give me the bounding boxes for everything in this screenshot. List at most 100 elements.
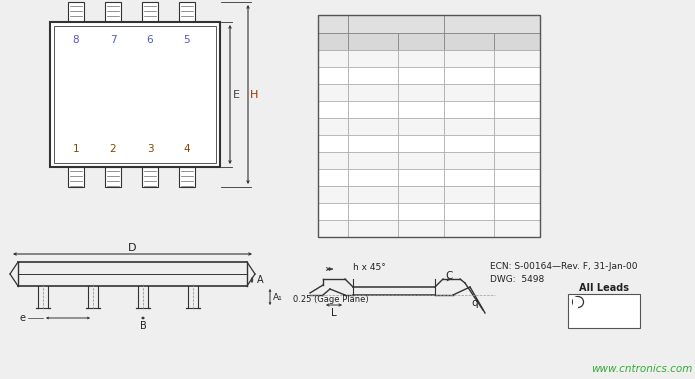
Text: 8°: 8° <box>511 224 523 233</box>
Text: 0.0075: 0.0075 <box>451 105 487 114</box>
Text: INCHES: INCHES <box>471 19 514 29</box>
Bar <box>318 186 348 203</box>
Bar <box>398 220 444 237</box>
Text: 2: 2 <box>110 144 116 154</box>
Bar <box>398 33 444 50</box>
Bar <box>494 67 540 84</box>
Bar <box>398 101 444 118</box>
Bar <box>573 296 578 307</box>
Bar <box>494 220 540 237</box>
Bar <box>494 186 540 203</box>
Text: L: L <box>331 308 337 318</box>
Bar <box>50 22 220 167</box>
Text: 0.20: 0.20 <box>409 70 432 80</box>
Bar <box>494 101 540 118</box>
Text: Min: Min <box>458 36 480 47</box>
Bar <box>179 2 195 22</box>
Bar <box>105 167 121 187</box>
Text: A: A <box>329 53 336 64</box>
Text: q: q <box>329 224 336 233</box>
Bar <box>142 2 158 22</box>
Text: 1: 1 <box>73 144 79 154</box>
Bar <box>318 67 348 84</box>
Text: E: E <box>329 138 336 149</box>
Text: A₁: A₁ <box>327 70 338 80</box>
Text: 8°: 8° <box>415 224 427 233</box>
Bar <box>318 33 348 50</box>
Text: 5.80: 5.80 <box>361 172 384 183</box>
Text: h x 45°: h x 45° <box>353 263 386 271</box>
Text: 8: 8 <box>73 35 79 45</box>
Text: H: H <box>329 172 337 183</box>
Text: 0°: 0° <box>367 224 379 233</box>
Text: 1.27 BSC: 1.27 BSC <box>373 155 420 166</box>
Text: 0.014: 0.014 <box>455 88 484 97</box>
Text: h: h <box>329 190 336 199</box>
Bar <box>398 118 444 135</box>
Text: 0.101 mm: 0.101 mm <box>591 298 637 307</box>
Bar <box>444 169 494 186</box>
Bar <box>494 50 540 67</box>
Bar <box>318 135 348 152</box>
Bar <box>444 15 540 33</box>
Text: 0.244: 0.244 <box>502 172 532 183</box>
Bar <box>318 101 348 118</box>
Text: A: A <box>256 275 263 285</box>
Bar <box>494 135 540 152</box>
Text: 6.20: 6.20 <box>409 172 432 183</box>
Text: 0.150: 0.150 <box>455 138 484 149</box>
Text: L: L <box>330 207 336 216</box>
Bar <box>398 169 444 186</box>
Bar <box>398 203 444 220</box>
Bar <box>444 101 494 118</box>
Text: All Leads: All Leads <box>579 283 629 293</box>
Bar <box>398 186 444 203</box>
Bar <box>318 15 348 33</box>
Text: 0.008: 0.008 <box>502 70 532 80</box>
Bar <box>444 135 494 152</box>
Text: 0.51: 0.51 <box>409 88 432 97</box>
Bar <box>568 294 640 328</box>
Text: 0.004: 0.004 <box>455 70 484 80</box>
Bar <box>318 84 348 101</box>
Text: DWG:  5498: DWG: 5498 <box>490 275 544 284</box>
Bar <box>105 2 121 22</box>
Text: 0.25: 0.25 <box>361 190 384 199</box>
Text: 5: 5 <box>183 35 190 45</box>
Bar <box>398 84 444 101</box>
Text: 0.010: 0.010 <box>455 190 484 199</box>
Text: 4.80: 4.80 <box>361 122 384 132</box>
Text: q: q <box>472 298 478 308</box>
Bar <box>444 152 494 169</box>
Bar <box>348 67 398 84</box>
Bar <box>348 135 398 152</box>
Text: 0.50: 0.50 <box>361 207 384 216</box>
Bar <box>494 169 540 186</box>
Text: 0.93: 0.93 <box>409 207 432 216</box>
Bar <box>348 203 398 220</box>
Text: H: H <box>250 89 258 100</box>
Bar <box>398 67 444 84</box>
Text: 3.80: 3.80 <box>361 138 384 149</box>
Text: e: e <box>330 155 336 166</box>
Text: D: D <box>329 122 337 132</box>
Text: 0.50: 0.50 <box>409 190 432 199</box>
Text: 7: 7 <box>110 35 116 45</box>
Text: B: B <box>140 321 147 331</box>
Text: 0.020: 0.020 <box>455 207 484 216</box>
Bar <box>444 67 494 84</box>
Bar <box>318 220 348 237</box>
Text: 0.004": 0.004" <box>599 315 629 324</box>
Bar <box>494 33 540 50</box>
Bar <box>179 167 195 187</box>
Text: C: C <box>329 105 336 114</box>
Bar <box>348 15 444 33</box>
Text: B: B <box>329 88 336 97</box>
Text: 0.050 BSC: 0.050 BSC <box>465 155 519 166</box>
Text: 0.25 (Gage Plane): 0.25 (Gage Plane) <box>293 294 368 304</box>
Text: 0.157: 0.157 <box>502 138 532 149</box>
Text: e: e <box>19 313 25 323</box>
Text: Dim: Dim <box>321 36 345 47</box>
Text: 4: 4 <box>183 144 190 154</box>
Bar <box>494 203 540 220</box>
